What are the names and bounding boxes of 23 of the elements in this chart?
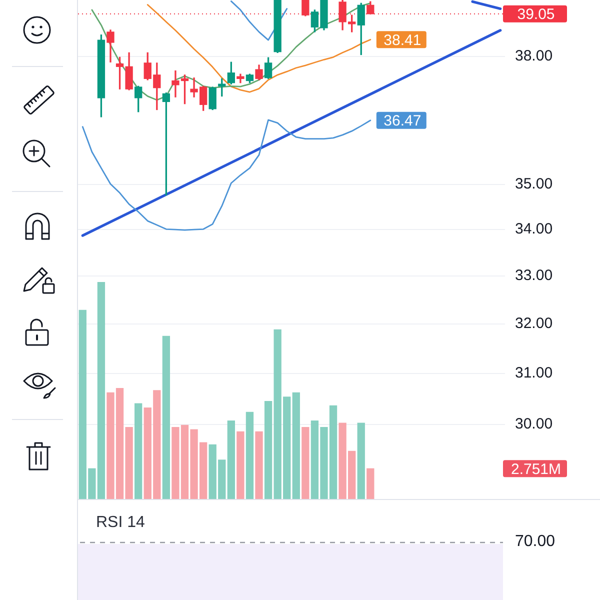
bar	[134, 403, 142, 499]
bar	[357, 422, 365, 499]
data-label: 36.47	[384, 112, 422, 130]
text: 70.00	[515, 533, 556, 551]
text: RSI 14	[96, 514, 145, 532]
text: 2.751M	[510, 460, 562, 478]
bar	[366, 468, 374, 499]
y-tick-label: 35.00	[515, 176, 553, 193]
y-tick-label: 34.00	[515, 220, 553, 238]
y-tick-label: 33.00	[515, 267, 553, 284]
y-tick-label: 32.00	[515, 315, 553, 332]
bar	[302, 427, 310, 499]
data-label: 38.41	[384, 32, 422, 49]
y-tick-label: 30.00	[515, 416, 553, 433]
bar	[246, 412, 254, 499]
bar	[255, 431, 263, 499]
bar	[227, 420, 235, 499]
bar	[236, 431, 244, 499]
bar	[162, 336, 170, 499]
y-tick-label: 31.00	[515, 364, 553, 382]
ref-line-label: 39.05	[517, 6, 555, 24]
y-tick-label: 38.00	[515, 47, 553, 64]
bar	[292, 392, 300, 499]
